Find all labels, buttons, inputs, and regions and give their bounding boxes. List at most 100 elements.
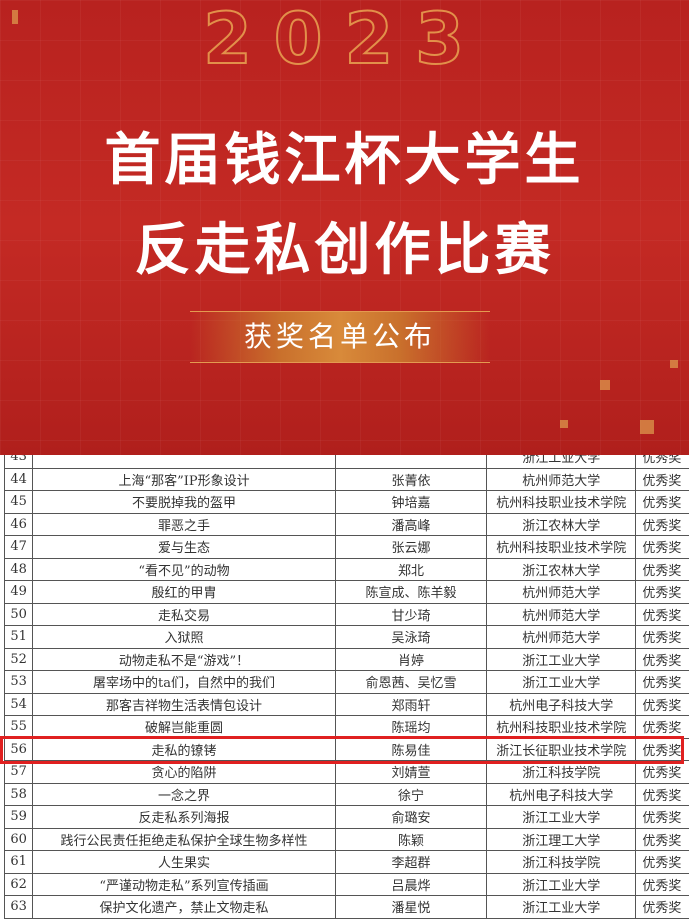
work-title: 屠宰场中的ta们，自然中的我们 <box>33 671 336 694</box>
subtitle: 获奖名单公布 <box>190 312 490 362</box>
author-name: 陈颖 <box>335 828 486 851</box>
author-name: 张菁依 <box>335 468 486 491</box>
row-number: 52 <box>5 648 33 671</box>
school-name: 浙江工业大学 <box>487 806 636 829</box>
work-title: 保护文化遗产，禁止文物走私 <box>33 896 336 919</box>
award-level: 优秀奖 <box>636 828 689 851</box>
work-title: 不要脱掉我的盔甲 <box>33 491 336 514</box>
row-number: 48 <box>5 558 33 581</box>
school-name: 杭州科技职业技术学院 <box>487 536 636 559</box>
school-name: 杭州科技职业技术学院 <box>487 716 636 739</box>
author-name: 钟培嘉 <box>335 491 486 514</box>
school-name: 浙江农林大学 <box>487 513 636 536</box>
highlight-box <box>0 736 684 764</box>
row-number: 49 <box>5 581 33 604</box>
subtitle-ribbon: 获奖名单公布 <box>190 311 490 363</box>
author-name: 郑北 <box>335 558 486 581</box>
row-number: 60 <box>5 828 33 851</box>
award-level: 优秀奖 <box>636 873 689 896</box>
school-name: 杭州电子科技大学 <box>487 783 636 806</box>
author-name: 陈宣成、陈羊毅 <box>335 581 486 604</box>
decor-square <box>640 420 654 434</box>
work-title: 罪恶之手 <box>33 513 336 536</box>
school-name: 浙江农林大学 <box>487 558 636 581</box>
award-level: 优秀奖 <box>636 896 689 919</box>
table-row: 62“严谨动物走私”系列宣传插画吕晨烨浙江工业大学优秀奖 <box>5 873 689 896</box>
work-title: 入狱照 <box>33 626 336 649</box>
school-name: 杭州师范大学 <box>487 626 636 649</box>
award-level: 优秀奖 <box>636 491 689 514</box>
school-name: 杭州电子科技大学 <box>487 693 636 716</box>
row-number: 59 <box>5 806 33 829</box>
author-name: 吕晨烨 <box>335 873 486 896</box>
award-level: 优秀奖 <box>636 671 689 694</box>
author-name: 俞璐安 <box>335 806 486 829</box>
row-number: 50 <box>5 603 33 626</box>
work-title: “看不见”的动物 <box>33 558 336 581</box>
award-level: 优秀奖 <box>636 716 689 739</box>
author-name: 陈瑶均 <box>335 716 486 739</box>
work-title: 那客吉祥物生活表情包设计 <box>33 693 336 716</box>
award-level: 优秀奖 <box>636 513 689 536</box>
author-name: 俞恩茜、吴忆雪 <box>335 671 486 694</box>
school-name: 浙江工业大学 <box>487 648 636 671</box>
row-number: 53 <box>5 671 33 694</box>
award-level: 优秀奖 <box>636 783 689 806</box>
work-title: 反走私系列海报 <box>33 806 336 829</box>
title-line-2: 反走私创作比赛 <box>0 205 689 286</box>
school-name: 浙江科技学院 <box>487 851 636 874</box>
title-line-1: 首届钱江杯大学生 <box>0 115 689 196</box>
award-level: 优秀奖 <box>636 626 689 649</box>
author-name: 郑雨轩 <box>335 693 486 716</box>
row-number: 61 <box>5 851 33 874</box>
award-level: 优秀奖 <box>636 648 689 671</box>
work-title: 爱与生态 <box>33 536 336 559</box>
award-level: 优秀奖 <box>636 558 689 581</box>
award-level: 优秀奖 <box>636 851 689 874</box>
decor-square <box>560 420 568 428</box>
award-level: 优秀奖 <box>636 536 689 559</box>
row-number: 58 <box>5 783 33 806</box>
school-name: 杭州师范大学 <box>487 468 636 491</box>
decor-square <box>670 360 678 368</box>
author-name: 徐宁 <box>335 783 486 806</box>
author-name: 吴泳琦 <box>335 626 486 649</box>
year-heading: 2023 <box>0 0 689 80</box>
work-title: 人生果实 <box>33 851 336 874</box>
table-row: 48“看不见”的动物郑北浙江农林大学优秀奖 <box>5 558 689 581</box>
row-number: 45 <box>5 491 33 514</box>
author-name: 李超群 <box>335 851 486 874</box>
award-level: 优秀奖 <box>636 468 689 491</box>
row-number: 55 <box>5 716 33 739</box>
row-number: 63 <box>5 896 33 919</box>
award-level: 优秀奖 <box>636 603 689 626</box>
work-title: 践行公民责任拒绝走私保护全球生物多样性 <box>33 828 336 851</box>
school-name: 浙江工业大学 <box>487 896 636 919</box>
work-title: 走私交易 <box>33 603 336 626</box>
work-title: 破解岂能重圆 <box>33 716 336 739</box>
author-name: 潘高峰 <box>335 513 486 536</box>
award-level: 优秀奖 <box>636 806 689 829</box>
school-name: 浙江工业大学 <box>487 671 636 694</box>
award-level: 优秀奖 <box>636 693 689 716</box>
row-number: 44 <box>5 468 33 491</box>
school-name: 杭州师范大学 <box>487 603 636 626</box>
decor-square <box>600 380 610 390</box>
work-title: 一念之界 <box>33 783 336 806</box>
row-number: 54 <box>5 693 33 716</box>
school-name: 杭州科技职业技术学院 <box>487 491 636 514</box>
